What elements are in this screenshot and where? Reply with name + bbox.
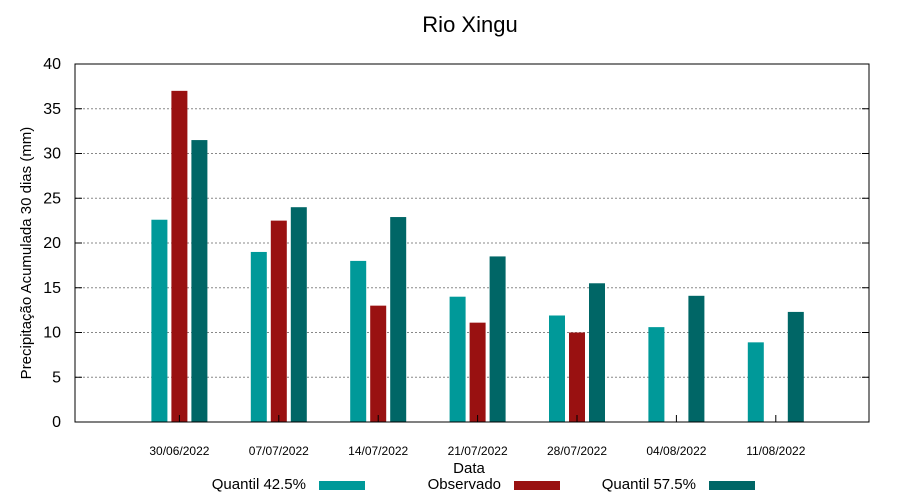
- y-tick-label: 25: [43, 190, 61, 207]
- x-axis-ticks: 30/06/2022 07/07/2022 14/07/2022 21/07/2022…: [149, 415, 806, 458]
- y-tick-label: 40: [43, 56, 61, 73]
- bar-2-5: [569, 332, 585, 422]
- bar-1-2: [250, 251, 267, 422]
- legend: Quantil 42.5% Observado Quantil 57.5%: [212, 476, 755, 493]
- x-tick-label: 28/07/2022: [547, 444, 607, 458]
- legend-label-1: Quantil 42.5%: [212, 476, 306, 493]
- bar-1-7: [747, 342, 764, 422]
- y-axis-label: Precipitação Acumulada 30 dias (mm): [18, 127, 35, 380]
- y-tick-label: 30: [43, 146, 61, 163]
- bar-1-3: [350, 260, 367, 422]
- y-tick-label: 35: [43, 101, 61, 118]
- x-tick-label: 07/07/2022: [249, 444, 309, 458]
- bar-1-6: [648, 327, 665, 422]
- bar-3-6: [688, 295, 705, 422]
- x-axis-label: Data: [453, 460, 485, 477]
- y-tick-label: 10: [43, 325, 61, 342]
- chart-title: Rio Xingu: [422, 12, 517, 37]
- y-axis-ticks: 0 5 10 15 20 25 30 35 40: [43, 56, 869, 431]
- bar-2-3: [370, 305, 387, 422]
- legend-swatch-1: [319, 481, 365, 490]
- x-tick-label: 30/06/2022: [149, 444, 209, 458]
- bars: [151, 90, 804, 422]
- y-tick-label: 20: [43, 235, 61, 252]
- bar-3-2: [290, 207, 307, 422]
- bar-1-5: [549, 315, 565, 422]
- x-tick-label: 21/07/2022: [448, 444, 508, 458]
- bar-2-1: [171, 90, 188, 422]
- bar-2-4: [469, 322, 486, 422]
- bar-3-5: [589, 283, 605, 422]
- y-tick-label: 15: [43, 280, 61, 297]
- bar-1-1: [151, 219, 168, 422]
- x-tick-label: 04/08/2022: [646, 444, 706, 458]
- y-tick-label: 5: [52, 369, 61, 386]
- x-tick-label: 14/07/2022: [348, 444, 408, 458]
- bar-3-3: [390, 217, 407, 422]
- bar-3-7: [787, 311, 804, 422]
- legend-swatch-2: [514, 481, 560, 490]
- legend-label-3: Quantil 57.5%: [602, 476, 696, 493]
- bar-3-1: [191, 140, 208, 422]
- bar-3-4: [489, 256, 506, 422]
- legend-label-2: Observado: [428, 476, 501, 493]
- bar-1-4: [449, 296, 466, 422]
- x-tick-label: 11/08/2022: [746, 444, 805, 458]
- y-tick-label: 0: [52, 414, 61, 431]
- legend-swatch-3: [709, 481, 755, 490]
- bar-2-2: [270, 220, 287, 422]
